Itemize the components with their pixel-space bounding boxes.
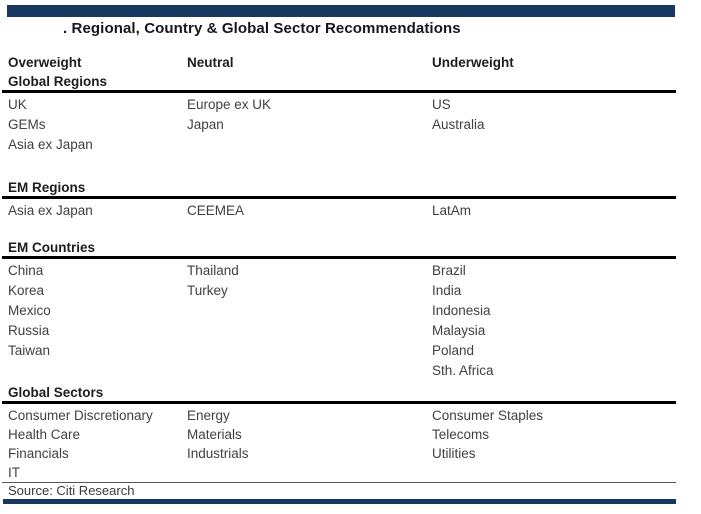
table-cell: Financials — [8, 446, 69, 461]
section-heading: EM Countries — [8, 240, 96, 255]
column-headers: Overweight Neutral Underweight — [0, 55, 701, 71]
table-cell: Brazil — [432, 263, 466, 278]
table-row: Asia ex Japan CEEMEA LatAm — [0, 201, 701, 221]
table-cell: Thailand — [187, 263, 239, 278]
table-row: China Thailand Brazil — [0, 261, 701, 281]
section-rule — [2, 401, 676, 404]
section-rule — [2, 256, 676, 259]
table-cell — [187, 463, 432, 482]
table-cell: Energy — [187, 408, 230, 423]
table-row: Russia Malaysia — [0, 321, 701, 341]
table-cell: Industrials — [187, 446, 249, 461]
table-row: Sth. Africa — [0, 361, 701, 381]
table-section: Global Regions UK Europe ex UK US GEMs Japan A… — [0, 74, 701, 155]
table-row: Financials Industrials Utilities — [0, 444, 701, 463]
table-cell: LatAm — [432, 203, 472, 218]
table-cell — [187, 301, 432, 321]
table-cell: Asia ex Japan — [8, 137, 93, 152]
table-cell: Poland — [432, 343, 475, 358]
table-cell: Sth. Africa — [432, 363, 494, 378]
bottom-accent-bar — [3, 499, 676, 504]
table-row: Korea Turkey India — [0, 281, 701, 301]
table-cell: CEEMEA — [187, 203, 245, 218]
table-cell — [187, 361, 432, 381]
section-rows: Asia ex Japan CEEMEA LatAm — [0, 199, 701, 221]
table-cell: US — [432, 97, 451, 112]
column-header-overweight: Overweight — [8, 55, 82, 70]
column-header-underweight: Underweight — [432, 55, 514, 70]
table-cell: Taiwan — [8, 343, 51, 358]
source-divider-rule — [2, 482, 676, 483]
table-cell: Malaysia — [432, 323, 486, 338]
table-cell: Europe ex UK — [187, 97, 272, 112]
table-cell: Materials — [187, 427, 242, 442]
table-cell: Korea — [8, 283, 45, 298]
table-cell — [432, 135, 675, 155]
section-heading: Global Sectors — [8, 385, 104, 400]
section-heading: Global Regions — [8, 74, 108, 89]
table-cell — [187, 321, 432, 341]
column-header-neutral: Neutral — [187, 55, 234, 70]
table-cell — [187, 341, 432, 361]
table-cell: GEMs — [8, 117, 46, 132]
table-row: Mexico Indonesia — [0, 301, 701, 321]
table-cell: Utilities — [432, 446, 476, 461]
table-cell: India — [432, 283, 462, 298]
table-cell: Mexico — [8, 303, 51, 318]
top-accent-bar — [7, 5, 675, 17]
table-section: Global Sectors Consumer Discretionary Ener… — [0, 385, 701, 482]
section-rows: UK Europe ex UK US GEMs Japan Australia Asia e… — [0, 93, 701, 155]
table-row: Health Care Materials Telecoms — [0, 425, 701, 444]
table-cell: Consumer Discretionary — [8, 408, 153, 423]
table-cell: IT — [8, 465, 20, 480]
table-section: EM Countries China Thailand Brazil Korea Turk… — [0, 240, 701, 381]
table-row: Taiwan Poland — [0, 341, 701, 361]
source-note: Source: Citi Research — [8, 483, 135, 498]
table-cell — [432, 463, 675, 482]
table-cell: Russia — [8, 323, 50, 338]
table-row: GEMs Japan Australia — [0, 115, 701, 135]
section-rule — [2, 90, 676, 93]
table-cell — [8, 361, 187, 381]
recommendations-table: Overweight Neutral Underweight Global Re… — [0, 55, 701, 504]
table-cell: Asia ex Japan — [8, 203, 93, 218]
table-cell: Indonesia — [432, 303, 491, 318]
table-sections: Global Regions UK Europe ex UK US GEMs Japan A… — [0, 74, 701, 482]
table-cell — [187, 135, 432, 155]
table-cell: UK — [8, 97, 27, 112]
table-cell: Japan — [187, 117, 224, 132]
section-rows: China Thailand Brazil Korea Turkey India Mexic… — [0, 259, 701, 381]
section-rows: Consumer Discretionary Energy Consumer Sta… — [0, 404, 701, 482]
table-section: EM Regions Asia ex Japan CEEMEA LatAm — [0, 180, 701, 221]
table-cell: Telecoms — [432, 427, 490, 442]
section-rule — [2, 196, 676, 199]
page-title: . Regional, Country & Global Sector Reco… — [63, 20, 461, 37]
table-row: Asia ex Japan — [0, 135, 701, 155]
table-cell: Health Care — [8, 427, 81, 442]
table-cell: Australia — [432, 117, 485, 132]
table-row: Consumer Discretionary Energy Consumer Sta… — [0, 406, 701, 425]
table-cell: Consumer Staples — [432, 408, 544, 423]
table-row: UK Europe ex UK US — [0, 95, 701, 115]
table-cell: Turkey — [187, 283, 228, 298]
table-row: IT — [0, 463, 701, 482]
table-cell: China — [8, 263, 44, 278]
section-heading: EM Regions — [8, 180, 86, 195]
